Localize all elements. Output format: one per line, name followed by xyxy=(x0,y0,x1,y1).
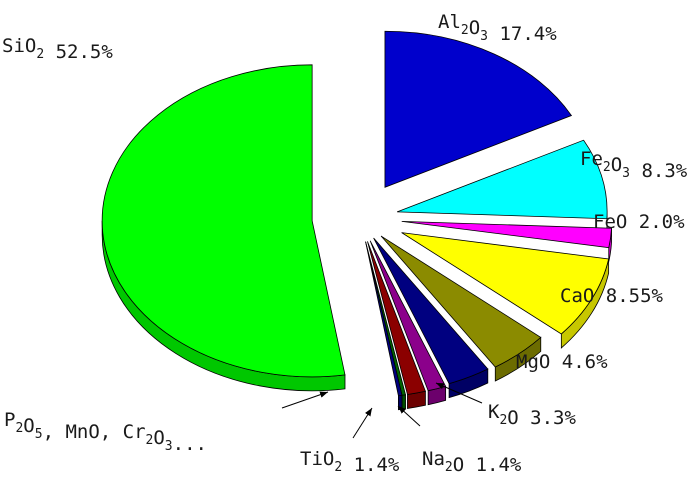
slice-top xyxy=(373,237,489,385)
slice-top xyxy=(365,241,407,396)
leader-arrow-k2o xyxy=(435,382,483,404)
pie-slice-tio2 xyxy=(367,241,426,409)
pie-slice-k2o xyxy=(373,237,489,399)
slice-label-tio2: TiO2 1.4% xyxy=(300,448,400,476)
leader-arrow-other xyxy=(281,391,329,409)
slice-top xyxy=(365,241,403,397)
slice-label-mgo: MgO 4.6% xyxy=(516,351,608,373)
pie-slice-mgo xyxy=(380,235,542,382)
leader-arrow-tio2 xyxy=(352,407,373,439)
slice-top xyxy=(380,235,542,368)
slice-label-na2o: Na2O 1.4% xyxy=(422,448,522,476)
slice-label-fe2o3: Fe2O3 8.3% xyxy=(580,148,688,182)
slice-label-feo: FeO 2.0% xyxy=(593,211,685,233)
slice-label-k2o: K2O 3.3% xyxy=(488,401,576,429)
leader-arrows xyxy=(281,382,483,439)
pie-slice-sio2 xyxy=(101,64,346,392)
slice-top xyxy=(396,139,608,220)
slice-top xyxy=(384,30,573,188)
slice-label-al2o3: Al2O3 17.4% xyxy=(438,11,557,45)
slice-label-cao: CaO 8.55% xyxy=(560,285,664,307)
slice-label-sio2: SiO2 52.5% xyxy=(2,35,113,63)
slice-label-p2o5-mno-cr2o3: P2O5, MnO, Cr2O3... xyxy=(4,409,207,455)
leader-arrow-na2o xyxy=(397,405,421,427)
slice-side xyxy=(401,394,406,410)
slice-top xyxy=(101,64,346,378)
slice-top xyxy=(401,220,612,249)
pie-slice-feo xyxy=(401,220,612,262)
pie-slice-al2o3 xyxy=(384,30,573,188)
slice-labels: SiO2 52.5% Al2O3 17.4% Fe2O3 8.3% FeO 2.0% C… xyxy=(2,11,688,476)
slice-top xyxy=(367,241,426,395)
slice-top xyxy=(401,232,610,335)
pie-slice-cao xyxy=(401,232,610,349)
pie-slices xyxy=(101,30,612,411)
